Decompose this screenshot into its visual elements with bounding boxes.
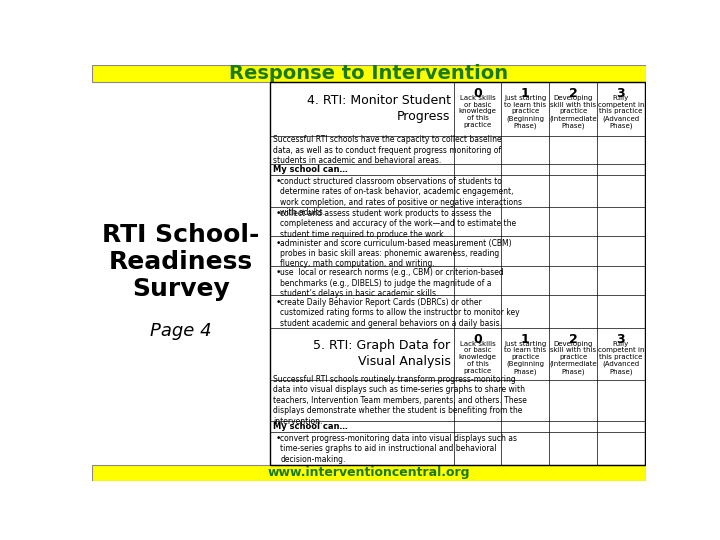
Text: conduct structured classroom observations of students to
determine rates of on-t: conduct structured classroom observation… (281, 177, 523, 217)
Text: Survey: Survey (132, 277, 230, 301)
Bar (92, 465, 647, 481)
Text: 5. RTI: Graph Data for
Visual Analysis: 5. RTI: Graph Data for Visual Analysis (313, 339, 451, 368)
Text: •: • (276, 209, 282, 218)
Text: Fully
competent in
this practice
(Advanced
Phase): Fully competent in this practice (Advanc… (598, 341, 644, 375)
Text: www.interventioncentral.org: www.interventioncentral.org (268, 467, 470, 480)
Text: 0: 0 (473, 333, 482, 346)
Text: RTI School-: RTI School- (102, 223, 260, 247)
Text: My school can…: My school can… (273, 422, 348, 431)
Text: use  local or research norms (e.g., CBM) or criterion-based
benchmarks (e.g., DI: use local or research norms (e.g., CBM) … (281, 268, 504, 298)
Text: 0: 0 (473, 87, 482, 100)
Text: 3: 3 (616, 333, 625, 346)
Text: Fully
competent in
this practice
(Advanced
Phase): Fully competent in this practice (Advanc… (598, 95, 644, 129)
Text: 4. RTI: Monitor Student
Progress: 4. RTI: Monitor Student Progress (307, 94, 451, 124)
Text: 3: 3 (616, 87, 625, 100)
Text: •: • (276, 298, 282, 307)
Text: 2: 2 (569, 333, 577, 346)
Text: •: • (276, 268, 282, 277)
Text: My school can…: My school can… (273, 165, 348, 174)
Text: create Daily Behavior Report Cards (DBRCs) or other
customized rating forms to a: create Daily Behavior Report Cards (DBRC… (281, 298, 520, 328)
Text: 2: 2 (569, 87, 577, 100)
Text: •: • (276, 177, 282, 186)
Text: convert progress-monitoring data into visual displays such as
time-series graphs: convert progress-monitoring data into vi… (281, 434, 518, 464)
Text: Developing
skill with this
practice
(Intermediate
Phase): Developing skill with this practice (Int… (549, 341, 597, 375)
Bar (271, 82, 644, 465)
Text: 1: 1 (521, 87, 530, 100)
Text: Response to Intervention: Response to Intervention (230, 64, 508, 83)
Text: Just starting
to learn this
practice
(Beginning
Phase): Just starting to learn this practice (Be… (504, 341, 546, 375)
Text: Developing
skill with this
practice
(Intermediate
Phase): Developing skill with this practice (Int… (549, 95, 597, 129)
Text: Lack skills
or basic
knowledge
of this
practice: Lack skills or basic knowledge of this p… (459, 95, 497, 128)
Text: Successful RTI schools have the capacity to collect baseline
data, as well as to: Successful RTI schools have the capacity… (273, 136, 501, 165)
Text: 1: 1 (521, 333, 530, 346)
Text: •: • (276, 434, 282, 443)
Text: Just starting
to learn this
practice
(Beginning
Phase): Just starting to learn this practice (Be… (504, 95, 546, 129)
Text: •: • (276, 239, 282, 247)
Bar (92, 65, 647, 82)
Text: Lack skills
or basic
knowledge
of this
practice: Lack skills or basic knowledge of this p… (459, 341, 497, 374)
Text: administer and score curriculum-based measurement (CBM)
probes in basic skill ar: administer and score curriculum-based me… (281, 239, 512, 268)
Text: Readiness: Readiness (109, 250, 253, 274)
Text: Successful RTI schools routinely transform progress-monitoring
data into visual : Successful RTI schools routinely transfo… (273, 375, 526, 426)
Text: collect and assess student work products to assess the
completeness and accuracy: collect and assess student work products… (281, 209, 516, 239)
Text: Page 4: Page 4 (150, 322, 212, 340)
